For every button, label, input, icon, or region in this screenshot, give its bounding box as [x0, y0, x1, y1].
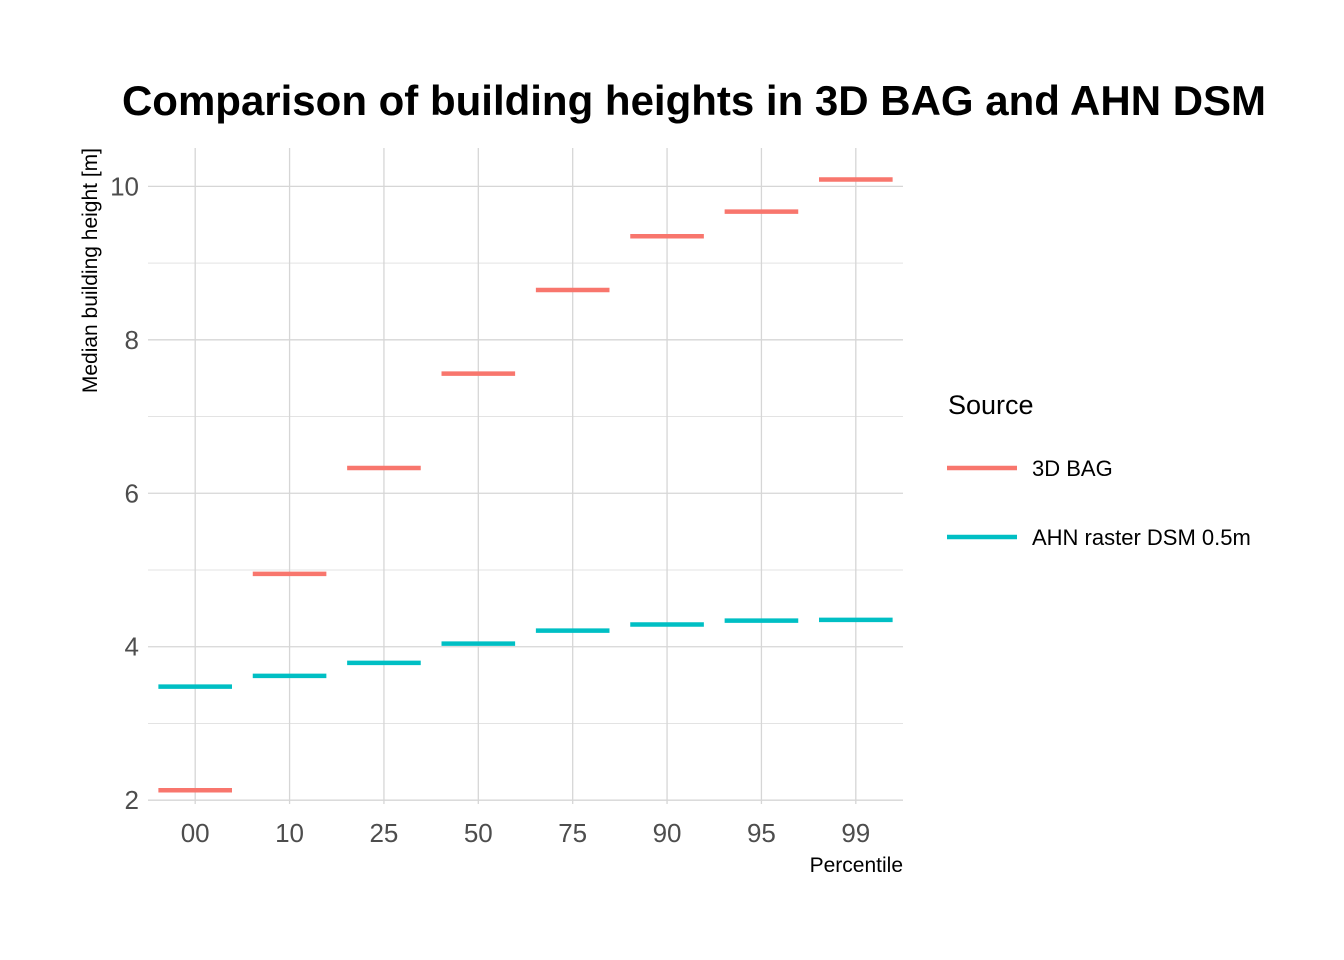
legend-item: AHN raster DSM 0.5m — [947, 525, 1251, 550]
y-tick-label: 8 — [125, 325, 139, 355]
legend-label: AHN raster DSM 0.5m — [1032, 525, 1251, 550]
y-axis-ticks: 2 4 6 8 10 — [110, 171, 139, 815]
x-tick-label: 95 — [747, 818, 776, 848]
y-axis-label: Median building height [m] — [79, 148, 102, 393]
series-1 — [158, 177, 893, 793]
chart-title: Comparison of building heights in 3D BAG… — [122, 77, 1266, 124]
x-tick-label: 10 — [275, 818, 304, 848]
legend-item: 3D BAG — [947, 456, 1113, 481]
y-tick-label: 6 — [125, 478, 139, 508]
y-tick-label: 4 — [125, 632, 139, 662]
plot-grid — [148, 148, 903, 804]
x-tick-label: 50 — [464, 818, 493, 848]
y-tick-label: 10 — [110, 171, 139, 201]
x-tick-label: 75 — [558, 818, 587, 848]
legend-title: Source — [948, 390, 1034, 420]
x-axis-ticks: 00 10 25 50 75 90 95 99 — [181, 818, 871, 848]
data-marks — [158, 177, 893, 793]
legend-label: 3D BAG — [1032, 456, 1113, 481]
x-axis-label: Percentile — [810, 854, 903, 877]
x-tick-label: 25 — [369, 818, 398, 848]
legend: Source 3D BAG AHN raster DSM 0.5m — [947, 390, 1251, 550]
x-tick-label: 00 — [181, 818, 210, 848]
x-tick-label: 99 — [841, 818, 870, 848]
series-2 — [158, 617, 893, 689]
x-tick-label: 90 — [653, 818, 682, 848]
y-tick-label: 2 — [125, 785, 139, 815]
